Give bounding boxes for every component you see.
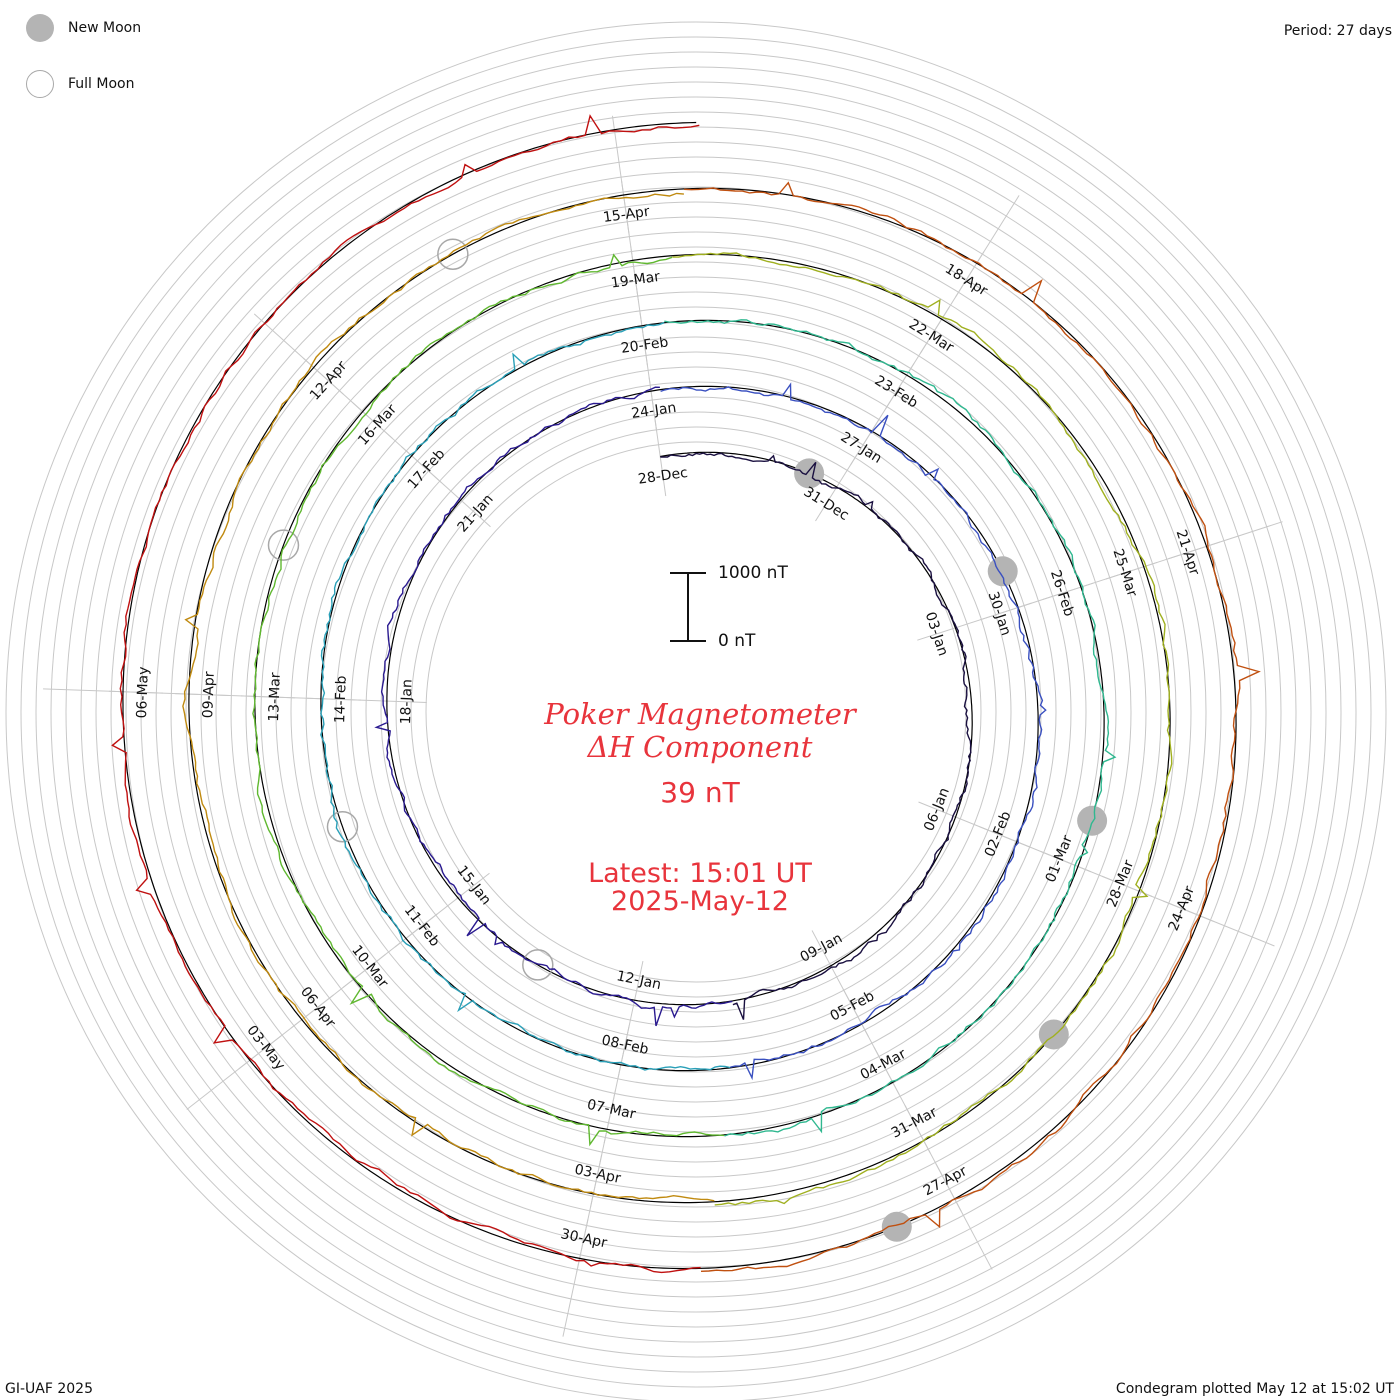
date-label: 12-Apr	[307, 358, 350, 404]
grid-ring	[290, 306, 1102, 1118]
full-moon-marker	[522, 949, 554, 981]
current-value: 39 nT	[660, 776, 740, 809]
full-moon-marker	[437, 238, 469, 270]
grid-ring	[5, 21, 1387, 1400]
legend-new-moon-label: New Moon	[68, 20, 142, 36]
date-label: 03-Apr	[573, 1162, 622, 1187]
date-label: 18-Jan	[398, 679, 416, 725]
date-label: 10-Mar	[348, 942, 391, 991]
grid-ring	[170, 186, 1222, 1238]
date-radial-lines	[43, 115, 1283, 1337]
date-radial	[935, 1163, 993, 1270]
date-label: 17-Feb	[405, 446, 449, 492]
grid-ring	[80, 96, 1312, 1328]
legend-full-moon: Full Moon	[26, 70, 134, 98]
grid-ring	[65, 81, 1327, 1343]
full-moon-marker	[267, 529, 300, 561]
footer-credit: GI-UAF 2025	[5, 1381, 93, 1397]
grid-ring	[20, 36, 1372, 1388]
date-label: 30-Apr	[559, 1226, 608, 1251]
date-label: 08-Feb	[600, 1032, 650, 1058]
full-moon-marker	[326, 810, 359, 843]
new-moon-icon	[26, 14, 54, 42]
period-label: Period: 27 days	[1283, 23, 1392, 39]
trace-segment	[660, 452, 972, 1020]
chart-subtitle: ΔH Component	[587, 730, 813, 764]
grid-ring	[50, 66, 1342, 1358]
legend-full-moon-label: Full Moon	[68, 76, 135, 92]
date-label: 06-May	[134, 666, 152, 718]
date-label: 20-Feb	[620, 334, 670, 356]
scale-bar	[670, 572, 706, 642]
date-label: 21-Apr	[1173, 528, 1203, 578]
grid-ring	[110, 126, 1282, 1298]
grid-ring	[185, 201, 1207, 1223]
new-moon-marker	[1077, 805, 1108, 836]
date-radial	[43, 688, 164, 694]
date-label: 24-Jan	[630, 400, 677, 422]
scale-bottom-label: 0 nT	[718, 631, 756, 651]
trace-segment	[182, 192, 715, 1202]
trace-segment	[320, 322, 731, 1071]
date-radial	[1163, 900, 1275, 947]
date-radial	[611, 115, 630, 235]
date-label: 06-Apr	[297, 984, 339, 1031]
grid-ring	[35, 51, 1357, 1373]
grid-ring	[200, 216, 1192, 1208]
date-label: 03-Jan	[922, 610, 951, 658]
moon-markers	[267, 238, 1108, 1242]
date-label: 12-Jan	[615, 968, 663, 993]
grid-ring	[140, 156, 1252, 1268]
new-moon-marker	[881, 1211, 912, 1242]
grid-ring	[380, 396, 1012, 1028]
grid-ring	[215, 231, 1177, 1193]
trace-segment	[374, 386, 733, 1027]
grid-ring	[95, 111, 1297, 1313]
date-label: 28-Dec	[637, 465, 689, 488]
chart-title: Poker Magnetometer	[544, 697, 856, 731]
grid-ring	[245, 261, 1147, 1163]
legend-new-moon: New Moon	[26, 14, 141, 42]
date-radial	[253, 313, 344, 395]
trace-segment	[252, 253, 725, 1147]
date-radial	[186, 1035, 282, 1110]
date-label: 14-Feb	[332, 675, 350, 723]
grid-ring	[395, 411, 997, 1013]
new-moon-marker	[987, 556, 1018, 587]
date-label: 19-Mar	[610, 269, 661, 292]
grid-ring	[125, 141, 1267, 1283]
magnetometer-traces	[111, 114, 1261, 1274]
footer-plot-time: Condegram plotted May 12 at 15:02 UT	[1115, 1381, 1394, 1397]
trace-segment	[672, 252, 1173, 1206]
scale-top-label: 1000 nT	[718, 563, 788, 583]
grid-ring	[230, 246, 1162, 1178]
full-moon-icon	[26, 70, 54, 98]
date-radial	[1168, 521, 1283, 560]
date-label: 15-Apr	[602, 204, 651, 226]
date-label: 16-Mar	[355, 401, 400, 449]
date-radial	[955, 195, 1020, 298]
latest-date: 2025-May-12	[611, 886, 789, 917]
trace-segment	[111, 114, 701, 1274]
grid-ring	[410, 426, 982, 998]
date-label: 09-Apr	[200, 671, 218, 719]
date-label: 03-May	[243, 1023, 288, 1074]
grid-ring	[350, 366, 1042, 1058]
grid-ring	[260, 276, 1132, 1148]
trace-segment	[664, 319, 1117, 1137]
date-label: 09-Jan	[798, 930, 845, 965]
grid-ring	[335, 351, 1057, 1073]
latest-time: Latest: 15:01 UT	[588, 858, 812, 889]
trace-segment	[684, 181, 1261, 1272]
trace-segment	[660, 382, 1047, 1081]
date-label: 13-Mar	[266, 672, 284, 722]
grid-ring	[365, 381, 1027, 1043]
date-radial	[562, 1219, 589, 1337]
